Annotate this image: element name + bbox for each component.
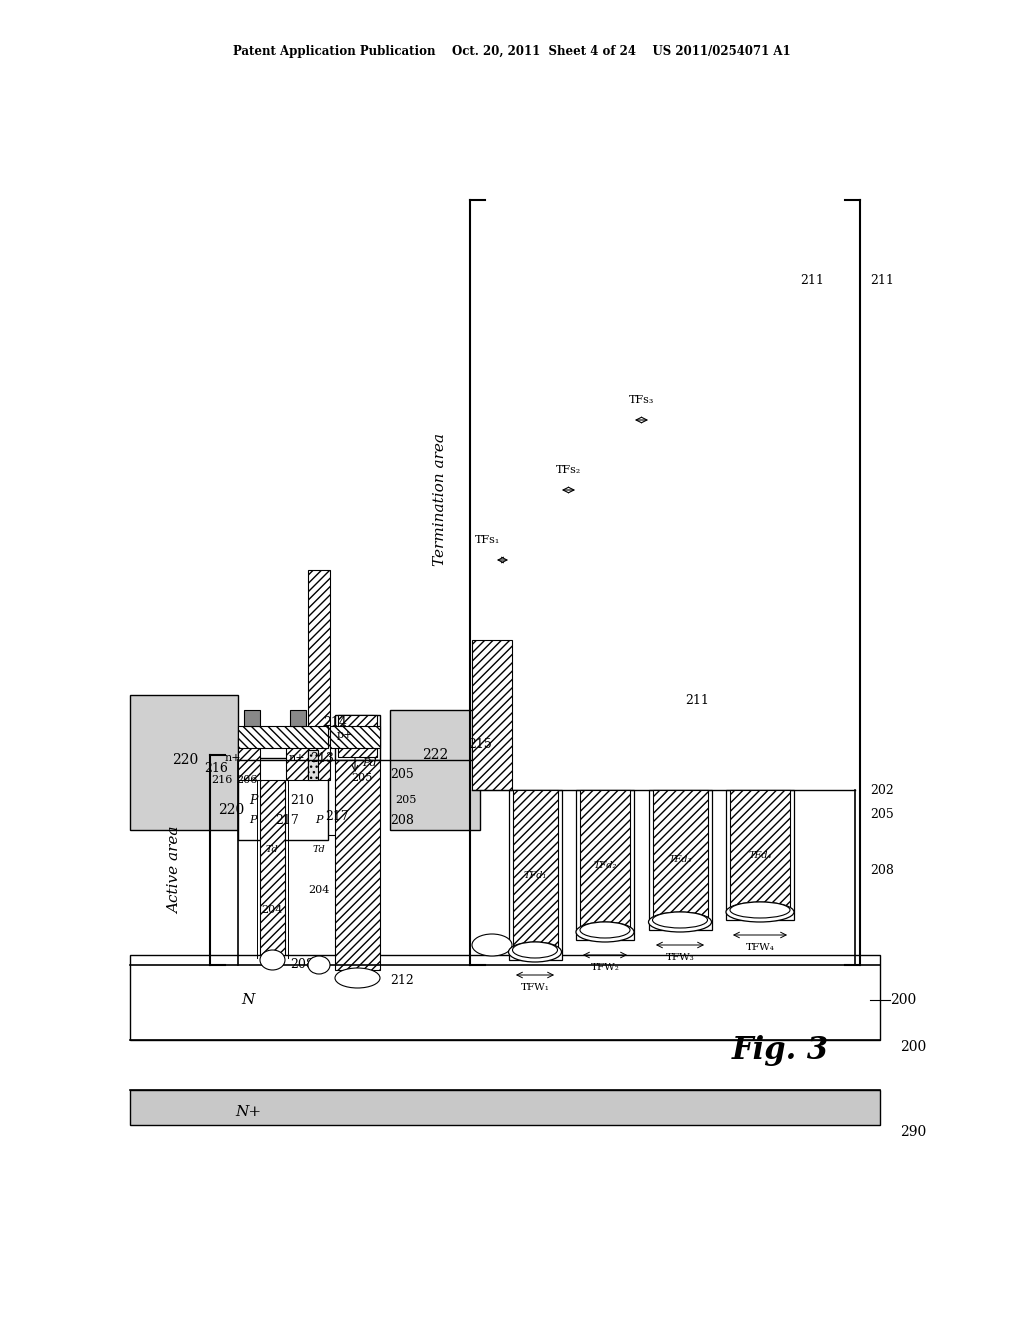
Text: 205: 205 (870, 808, 894, 821)
Text: 220: 220 (172, 752, 198, 767)
Text: Td: Td (312, 846, 326, 854)
Text: 211: 211 (870, 273, 894, 286)
Bar (130, 1090, 880, 1125)
Bar (308, 570, 330, 780)
Text: 222: 222 (422, 748, 449, 762)
Bar (580, 789, 630, 935)
Text: 205: 205 (390, 768, 414, 781)
Text: TFd₃: TFd₃ (669, 855, 691, 865)
Bar (238, 726, 328, 748)
Ellipse shape (648, 912, 712, 932)
Text: Fig. 3: Fig. 3 (731, 1035, 828, 1065)
Text: TFs₃: TFs₃ (629, 395, 654, 405)
Bar (726, 789, 794, 920)
Text: 213: 213 (310, 751, 334, 764)
Bar (238, 760, 368, 836)
Ellipse shape (472, 935, 512, 956)
Text: TFW₃: TFW₃ (666, 953, 694, 961)
Bar (338, 715, 377, 756)
Bar (244, 710, 260, 726)
Bar (653, 789, 708, 925)
Text: 208: 208 (390, 813, 414, 826)
Text: 211: 211 (685, 693, 709, 706)
Text: Td: Td (265, 846, 279, 854)
Text: 214: 214 (323, 715, 347, 729)
Text: 290: 290 (900, 1125, 927, 1139)
Text: 217: 217 (275, 813, 299, 826)
Bar (308, 750, 318, 780)
Ellipse shape (730, 902, 790, 917)
Bar (335, 760, 380, 970)
Text: 205: 205 (351, 774, 373, 783)
Ellipse shape (580, 921, 630, 939)
Text: TFd₄: TFd₄ (749, 850, 772, 859)
Bar (290, 710, 306, 726)
Ellipse shape (260, 950, 285, 970)
Text: N: N (242, 993, 255, 1007)
Bar (649, 789, 712, 931)
Ellipse shape (512, 942, 557, 958)
Text: 208: 208 (290, 958, 314, 972)
Bar (335, 715, 380, 760)
Text: 202: 202 (870, 784, 894, 796)
Ellipse shape (726, 902, 794, 921)
Text: P: P (315, 814, 323, 825)
Text: P: P (249, 814, 257, 825)
Text: 208: 208 (870, 863, 894, 876)
Text: Patent Application Publication    Oct. 20, 2011  Sheet 4 of 24    US 2011/025407: Patent Application Publication Oct. 20, … (233, 45, 791, 58)
Bar (130, 696, 238, 830)
Text: TFW₄: TFW₄ (745, 942, 774, 952)
Bar (730, 789, 790, 915)
Bar (509, 789, 562, 960)
Text: p+: p+ (337, 730, 353, 741)
Bar (575, 789, 634, 940)
Bar (260, 780, 285, 954)
Text: 204: 204 (308, 884, 330, 895)
Text: TFW₁: TFW₁ (520, 982, 550, 991)
Bar (472, 640, 512, 789)
Text: 206: 206 (237, 775, 258, 785)
Bar (330, 726, 380, 748)
Text: 216: 216 (212, 775, 233, 785)
Text: 204: 204 (261, 906, 283, 915)
Text: 200: 200 (900, 1040, 927, 1053)
Bar (513, 789, 558, 954)
Ellipse shape (308, 956, 330, 974)
Ellipse shape (575, 921, 634, 942)
Text: 220: 220 (218, 803, 245, 817)
Text: 212: 212 (390, 974, 414, 986)
Ellipse shape (509, 942, 561, 962)
Bar (238, 738, 260, 780)
Text: 205: 205 (395, 795, 417, 805)
Text: Termination area: Termination area (433, 433, 447, 566)
Text: Pd: Pd (362, 758, 377, 768)
Bar (238, 758, 328, 840)
Text: TFs₂: TFs₂ (556, 465, 582, 475)
Bar (286, 738, 308, 780)
Text: 216: 216 (204, 762, 228, 775)
Text: Active area: Active area (168, 826, 182, 913)
Ellipse shape (652, 912, 708, 928)
Text: TFd₂: TFd₂ (593, 861, 616, 870)
Text: 217: 217 (325, 810, 349, 824)
Text: TFd₁: TFd₁ (523, 870, 547, 879)
Text: n+: n+ (224, 752, 242, 763)
Text: P: P (249, 793, 257, 807)
Text: 211: 211 (800, 273, 824, 286)
Bar (338, 715, 373, 760)
Text: 200: 200 (890, 993, 916, 1007)
Text: 215: 215 (468, 738, 492, 751)
Bar (130, 954, 880, 1040)
Text: n+: n+ (289, 752, 305, 763)
Ellipse shape (335, 968, 380, 987)
Text: N+: N+ (234, 1105, 261, 1119)
Text: TFW₂: TFW₂ (591, 962, 620, 972)
Text: 210: 210 (290, 793, 314, 807)
Text: TFs₁: TFs₁ (475, 535, 500, 545)
Bar (390, 710, 480, 830)
